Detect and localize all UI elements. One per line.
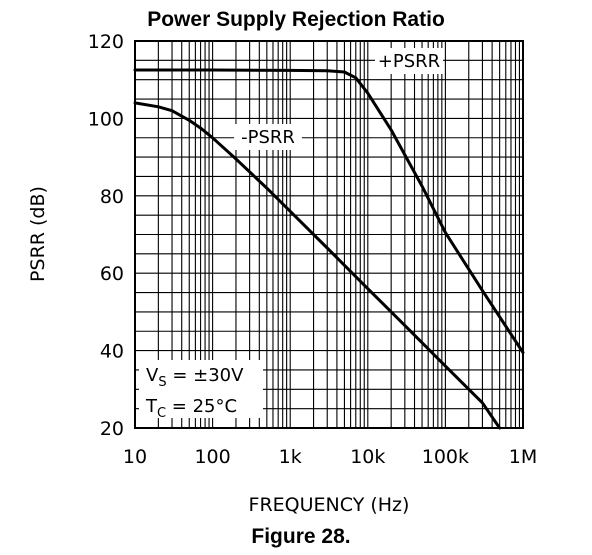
plus-psrr-label-bg xyxy=(375,48,443,74)
case-temperature-symbol: T xyxy=(145,396,158,417)
x-tick-label: 10k xyxy=(350,446,385,468)
series-lines xyxy=(133,68,525,430)
y-tick-label: 120 xyxy=(88,31,124,53)
x-tick-label: 10 xyxy=(123,446,147,468)
y-tick-label: 60 xyxy=(100,263,124,285)
case-temperature-subscript: C xyxy=(157,406,166,421)
figure-caption: Figure 28. xyxy=(251,525,350,548)
plot-frame xyxy=(134,40,524,429)
case-temperature-value: = 25°C xyxy=(166,396,237,417)
x-tick-label: 1k xyxy=(279,446,302,468)
grid-lines xyxy=(134,40,523,429)
supply-voltage-symbol: V xyxy=(146,365,159,386)
minus-psrr-label: -PSRR xyxy=(241,127,295,148)
x-axis-label: FREQUENCY (Hz) xyxy=(249,494,410,516)
case-temperature-condition: TC = 25°C xyxy=(145,396,237,421)
y-tick-label: 100 xyxy=(88,108,124,130)
x-tick-label: 100k xyxy=(422,446,469,468)
minus-psrr-label-bg xyxy=(234,124,302,150)
plus-psrr-label: +PSRR xyxy=(378,51,440,72)
label-backgrounds xyxy=(139,48,443,418)
x-tick-label: 1M xyxy=(509,446,537,468)
y-tick-label: 40 xyxy=(100,341,124,363)
y-tick-label: 80 xyxy=(100,186,124,208)
supply-voltage-subscript: S xyxy=(158,375,166,390)
x-tick-label: 100 xyxy=(194,446,230,468)
y-tick-label: 20 xyxy=(100,418,124,440)
y-axis-label: PSRR (dB) xyxy=(27,186,49,282)
plus-psrr-line xyxy=(133,68,525,354)
conditions-bg xyxy=(139,360,263,418)
minus-psrr-line xyxy=(133,101,502,430)
supply-voltage-condition: VS = ±30V xyxy=(146,365,244,390)
supply-voltage-value: = ±30V xyxy=(167,365,245,386)
tick-labels: 10 100 1k 10k 100k 1M 20 40 60 80 100 120 xyxy=(88,31,538,468)
chart-title: Power Supply Rejection Ratio xyxy=(147,8,445,31)
